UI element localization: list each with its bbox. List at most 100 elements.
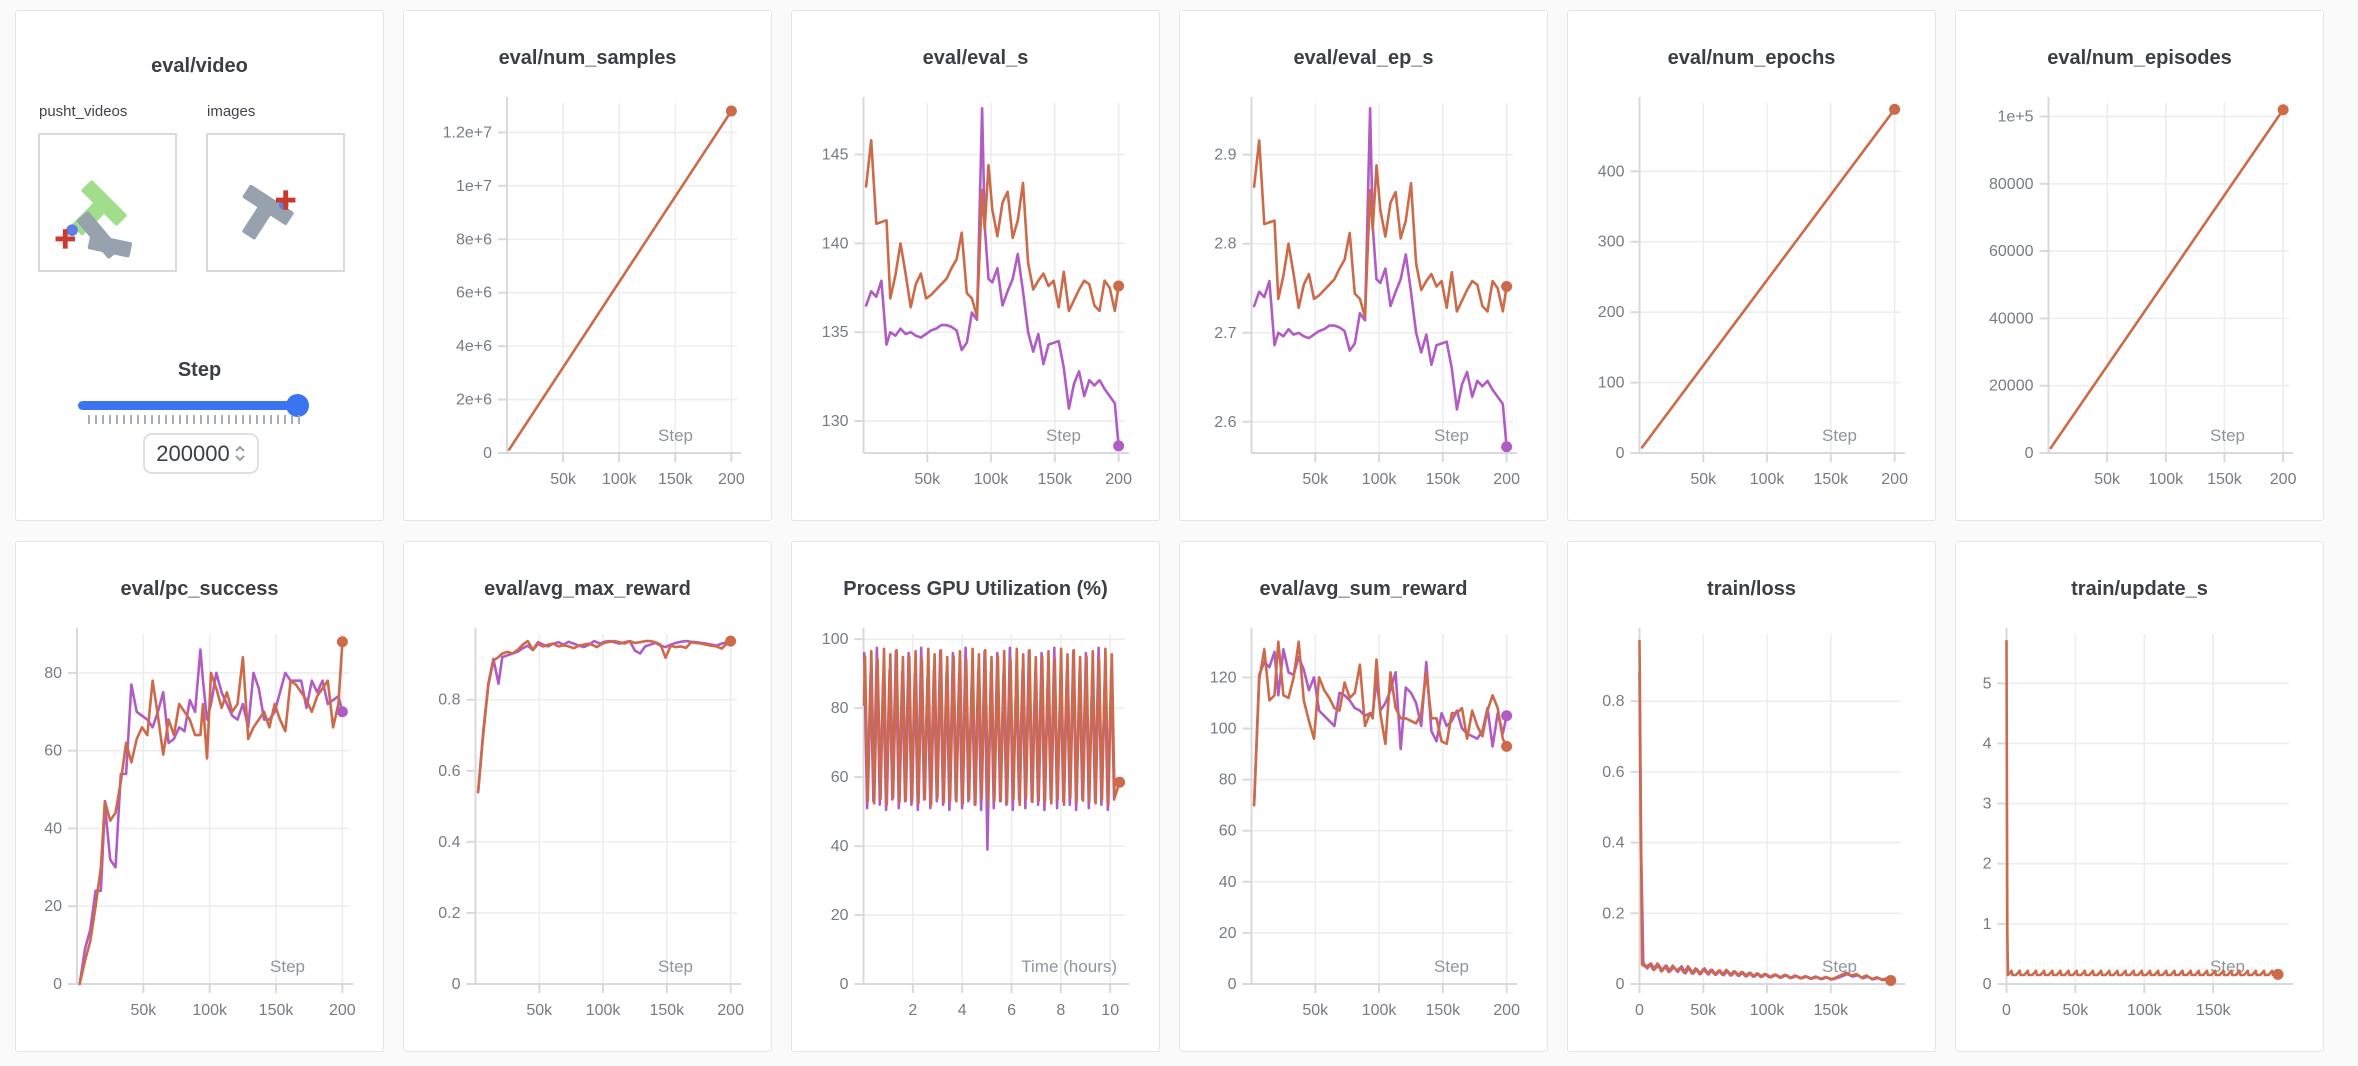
- pusht-image-icon: [242, 184, 296, 240]
- x-tick-label: 100k: [586, 1002, 622, 1019]
- y-tick-label: 2.9: [1214, 147, 1236, 164]
- series-line-orange[interactable]: [862, 647, 1121, 807]
- panel-eval-pc-success[interactable]: eval/pc_success 50k 100k 150k 200 0 20 40 60 80 S…: [15, 541, 384, 1052]
- series-line-orange[interactable]: [507, 109, 733, 451]
- stepper-arrows: [234, 445, 246, 462]
- chart-canvas[interactable]: 0 50k 100k 150k 0 0.2 0.4 0.6 0.8 Step: [1568, 542, 1935, 1051]
- x-axis-label: Step: [1434, 957, 1469, 976]
- chart-canvas[interactable]: 50k 100k 150k 200 0 20000 40000 60000 80000 1e+5 S…: [1956, 11, 2323, 520]
- y-tick-label: 40000: [1989, 310, 2034, 327]
- panel-process-gpu-utilization[interactable]: Process GPU Utilization (%) 2 4 6 8 10 0 20 40 6…: [791, 541, 1160, 1052]
- y-tick-label: 80: [44, 665, 62, 682]
- x-axis-label: Step: [1046, 426, 1081, 445]
- series-line-orange[interactable]: [476, 639, 732, 794]
- x-tick-label: 200: [1105, 471, 1132, 488]
- panel-eval-avg-max-reward[interactable]: eval/avg_max_reward 50k 100k 150k 200 0 0.2 0.…: [403, 541, 772, 1052]
- y-tick-label: 130: [822, 413, 849, 430]
- chart-canvas[interactable]: 50k 100k 150k 200 0 100 200 300 400 Step: [1568, 11, 1935, 520]
- chevron-down-icon[interactable]: [234, 454, 246, 462]
- thumbnail-caption-pusht-videos: pusht_videos: [39, 103, 128, 120]
- series-line-purple[interactable]: [78, 648, 344, 986]
- image-thumbnail[interactable]: [206, 133, 345, 272]
- x-tick-label: 50k: [130, 1002, 157, 1019]
- x-tick-label: 150k: [649, 1002, 685, 1019]
- chart-svg: 50k 100k 150k 200 0 100 200 300 400 Step: [1598, 97, 1908, 488]
- y-tick-label: 60: [831, 769, 849, 786]
- y-tick-label: 20: [831, 907, 849, 924]
- panel-eval-num-samples[interactable]: eval/num_samples 50k 100k 150k 200 0 2e+6 4e+6…: [403, 10, 772, 521]
- x-tick-label: 200: [2270, 471, 2297, 488]
- panel-eval-num-epochs[interactable]: eval/num_epochs 50k 100k 150k 200 0 100 200 300…: [1567, 10, 1936, 521]
- x-axis-label: Step: [1822, 957, 1857, 976]
- chart-canvas[interactable]: 50k 100k 150k 200 0 0.2 0.4 0.6 0.8 Step: [404, 542, 771, 1051]
- chart-canvas[interactable]: 50k 100k 150k 200 0 20 40 60 80 100 120 Step: [1180, 542, 1547, 1051]
- x-tick-label: 100k: [974, 471, 1010, 488]
- x-axis-label: Step: [658, 426, 693, 445]
- chevron-up-icon[interactable]: [234, 445, 246, 453]
- panel-eval-avg-sum-reward[interactable]: eval/avg_sum_reward 50k 100k 150k 200 0 20 40 6…: [1179, 541, 1548, 1052]
- x-tick-label: 50k: [526, 1002, 553, 1019]
- x-tick-label: 200: [329, 1002, 356, 1019]
- step-number-input[interactable]: 200000: [143, 433, 259, 474]
- step-slider-thumb[interactable]: [285, 394, 309, 417]
- chart-title: train/update_s: [2071, 578, 2208, 600]
- x-tick-label: 50k: [550, 471, 577, 488]
- panel-eval-num-episodes[interactable]: eval/num_episodes 50k 100k 150k 200 0 20000 40…: [1955, 10, 2324, 521]
- chart-canvas[interactable]: 2 4 6 8 10 0 20 40 60 80 100 Time (hours): [792, 542, 1159, 1051]
- x-tick-label: 150k: [2196, 1002, 2232, 1019]
- series-end-marker-purple: [1501, 441, 1513, 453]
- series-line-orange[interactable]: [864, 139, 1120, 318]
- y-tick-label: 8e+6: [456, 231, 492, 248]
- y-tick-label: 6e+6: [456, 285, 492, 302]
- panel-eval-eval-s[interactable]: eval/eval_s 50k 100k 150k 200 130 135 140 145 St…: [791, 10, 1160, 521]
- panel-train-update-s[interactable]: train/update_s 0 50k 100k 150k 0 1 2 3 4 5 Step: [1955, 541, 2324, 1052]
- x-tick-label: 2: [908, 1002, 917, 1019]
- x-tick-label: 150k: [658, 471, 694, 488]
- series-line-purple[interactable]: [476, 639, 732, 794]
- series-line-purple[interactable]: [864, 107, 1120, 448]
- y-tick-label: 120: [1210, 669, 1237, 686]
- chart-canvas[interactable]: 50k 100k 150k 200 0 2e+6 4e+6 6e+6 8e+6 1e+7 1.2e+…: [404, 11, 771, 520]
- series-line-orange[interactable]: [1252, 640, 1508, 807]
- series-end-marker-purple: [336, 706, 348, 718]
- y-tick-label: 20000: [1989, 378, 2034, 395]
- x-tick-label: 8: [1056, 1002, 1065, 1019]
- y-tick-label: 1e+5: [1997, 108, 2033, 125]
- y-tick-label: 80: [1219, 772, 1237, 789]
- chart-title: Process GPU Utilization (%): [843, 578, 1108, 600]
- series-line-orange[interactable]: [2005, 639, 2283, 977]
- video-thumbnail-pusht[interactable]: [38, 133, 177, 272]
- x-tick-label: 150k: [1037, 471, 1073, 488]
- chart-canvas[interactable]: 0 50k 100k 150k 0 1 2 3 4 5 Step: [1956, 542, 2323, 1051]
- series-line-orange[interactable]: [1640, 108, 1896, 449]
- series-end-marker-orange: [1114, 776, 1126, 788]
- chart-canvas[interactable]: 50k 100k 150k 200 2.6 2.7 2.8 2.9 Step: [1180, 11, 1547, 520]
- panel-eval-video[interactable]: eval/video pusht_videos images: [15, 10, 384, 521]
- x-tick-label: 150k: [1425, 1002, 1461, 1019]
- y-tick-label: 1e+7: [456, 178, 492, 195]
- x-tick-label: 150k: [1425, 471, 1461, 488]
- y-tick-label: 0: [1616, 976, 1625, 993]
- y-tick-label: 0.4: [1602, 835, 1624, 852]
- chart-svg: 0 50k 100k 150k 0 0.2 0.4 0.6 0.8 Step: [1602, 628, 1905, 1019]
- chart-canvas[interactable]: 50k 100k 150k 200 130 135 140 145 Step: [792, 11, 1159, 520]
- panel-train-loss[interactable]: train/loss 0 50k 100k 150k 0 0.2 0.4 0.6 0.8 Step: [1567, 541, 1936, 1052]
- series-line-orange[interactable]: [78, 640, 344, 986]
- series-end-marker-purple: [1113, 440, 1125, 452]
- series-line-orange[interactable]: [1252, 139, 1508, 319]
- series-line-orange[interactable]: [2049, 108, 2285, 450]
- chart-title: eval/pc_success: [120, 578, 279, 600]
- step-slider-track[interactable]: [78, 401, 308, 410]
- x-tick-label: 50k: [2063, 1002, 2090, 1019]
- y-tick-label: 5: [1983, 675, 1992, 692]
- x-axis-label: Step: [2210, 957, 2245, 976]
- series-line-orange[interactable]: [1638, 639, 1893, 982]
- panel-eval-eval-ep-s[interactable]: eval/eval_ep_s 50k 100k 150k 200 2.6 2.7 2.8 2.…: [1179, 10, 1548, 521]
- y-tick-label: 200: [1598, 304, 1625, 321]
- y-tick-label: 1: [1983, 916, 1992, 933]
- chart-canvas[interactable]: 50k 100k 150k 200 0 20 40 60 80 Step: [16, 542, 383, 1051]
- x-tick-label: 200: [1493, 471, 1520, 488]
- series-line-purple[interactable]: [1252, 107, 1508, 449]
- series-line-purple[interactable]: [1638, 671, 1890, 982]
